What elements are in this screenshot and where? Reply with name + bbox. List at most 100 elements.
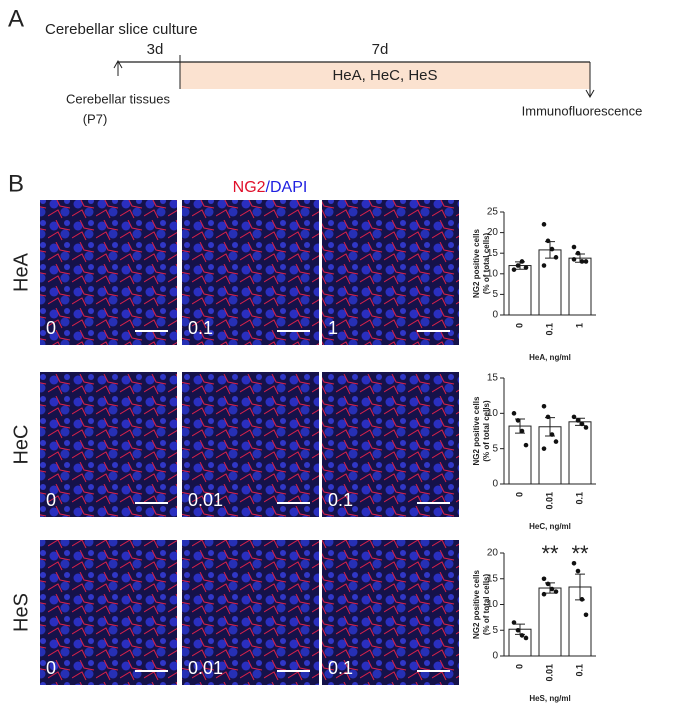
image-label: 0 <box>46 658 56 678</box>
image-label: 1 <box>328 318 338 338</box>
data-point <box>549 246 555 252</box>
bar <box>538 587 562 657</box>
y-axis-label: (% of total cells) <box>482 232 491 294</box>
y-axis-label: NG2 positive cells <box>472 569 481 638</box>
data-point <box>545 414 551 420</box>
micrograph <box>182 372 319 517</box>
x-tick-label: 0 <box>514 323 524 328</box>
data-point <box>571 257 577 262</box>
stain-red: NG2 <box>233 179 266 196</box>
image-label: 0 <box>46 318 56 338</box>
data-point <box>541 403 547 409</box>
image-label: 0 <box>46 490 56 510</box>
x-tick-label: 0.01 <box>544 492 554 510</box>
bar <box>508 425 532 485</box>
x-axis-label: HeS, ng/ml <box>529 694 570 703</box>
data-point <box>523 265 529 270</box>
start-label: Cerebellar tissues <box>66 91 171 106</box>
treatment-band <box>180 62 590 89</box>
data-point <box>583 259 589 264</box>
data-point <box>549 586 555 592</box>
treatment-label: HeA, HeC, HeS <box>332 67 437 84</box>
row-label: HeC <box>10 424 32 464</box>
data-point <box>575 250 581 256</box>
data-point <box>553 589 559 594</box>
micrograph <box>40 200 177 345</box>
stain-label: NG2/DAPI <box>233 179 308 196</box>
micrograph <box>182 540 319 685</box>
stain-blue: /DAPI <box>266 179 308 196</box>
data-point <box>553 255 559 260</box>
data-point <box>515 418 521 423</box>
y-tick-label: 10 <box>487 268 499 279</box>
y-tick-label: 0 <box>492 310 498 321</box>
arrow <box>585 62 595 99</box>
bar <box>508 265 532 316</box>
panel-a: A Cerebellar slice culture 3d 7d HeA, He… <box>8 5 642 126</box>
image-label: 0.1 <box>328 658 353 678</box>
start-label: (P7) <box>83 111 108 126</box>
data-point <box>571 244 577 250</box>
y-tick-label: 5 <box>492 443 498 454</box>
phase-label: 7d <box>372 41 389 58</box>
image-label: 0.01 <box>188 490 223 510</box>
data-point <box>511 411 517 416</box>
x-tick-label: 0.1 <box>544 323 554 336</box>
x-tick-label: 1 <box>574 323 584 328</box>
micrograph <box>322 200 459 345</box>
y-tick-label: 5 <box>492 289 498 300</box>
significance: ** <box>541 541 559 566</box>
data-point <box>523 635 529 641</box>
image-label: 0.1 <box>328 490 353 510</box>
data-point <box>579 421 585 427</box>
y-tick-label: 0 <box>492 479 498 490</box>
y-tick-label: 15 <box>487 373 499 384</box>
micrograph <box>182 200 319 345</box>
y-tick-label: 15 <box>487 573 499 584</box>
data-point <box>523 442 529 448</box>
micrograph <box>40 372 177 517</box>
panel-label: B <box>8 170 24 197</box>
y-tick-label: 25 <box>487 207 499 218</box>
significance: ** <box>571 541 589 566</box>
row-label: HeA <box>10 252 32 292</box>
y-tick-label: 10 <box>487 599 499 610</box>
data-point <box>511 620 517 625</box>
y-tick-label: 5 <box>492 625 498 636</box>
y-tick-label: 20 <box>487 227 499 238</box>
data-point <box>583 425 589 430</box>
micrograph <box>322 540 459 685</box>
data-point <box>541 446 547 451</box>
x-tick-label: 0.1 <box>574 492 584 505</box>
x-axis-label: HeA, ng/ml <box>529 353 571 362</box>
data-point <box>541 263 547 268</box>
data-point <box>541 576 547 582</box>
bar <box>568 421 592 485</box>
y-axis-label: NG2 positive cells <box>472 396 481 465</box>
data-point <box>545 238 551 244</box>
image-label: 0.1 <box>188 318 213 338</box>
data-point <box>519 259 525 264</box>
data-point <box>571 414 577 420</box>
row-label: HeS <box>10 593 32 632</box>
data-point <box>515 263 521 268</box>
data-point <box>549 432 555 437</box>
data-point <box>545 581 551 587</box>
micrograph <box>40 540 177 685</box>
end-label: Immunofluorescence <box>522 103 643 118</box>
data-point <box>575 418 581 423</box>
data-point <box>515 627 521 633</box>
y-tick-label: 20 <box>487 548 499 559</box>
data-point <box>571 561 577 566</box>
x-axis-label: HeC, ng/ml <box>529 522 571 531</box>
y-tick-label: 15 <box>487 248 499 259</box>
data-point <box>575 568 581 574</box>
y-axis-label: (% of total cells) <box>482 573 491 635</box>
data-point <box>579 259 585 264</box>
panel-label: A <box>8 5 24 32</box>
x-tick-label: 0 <box>514 492 524 497</box>
image-label: 0.01 <box>188 658 223 678</box>
x-tick-label: 0 <box>514 664 524 669</box>
data-point <box>541 222 547 227</box>
